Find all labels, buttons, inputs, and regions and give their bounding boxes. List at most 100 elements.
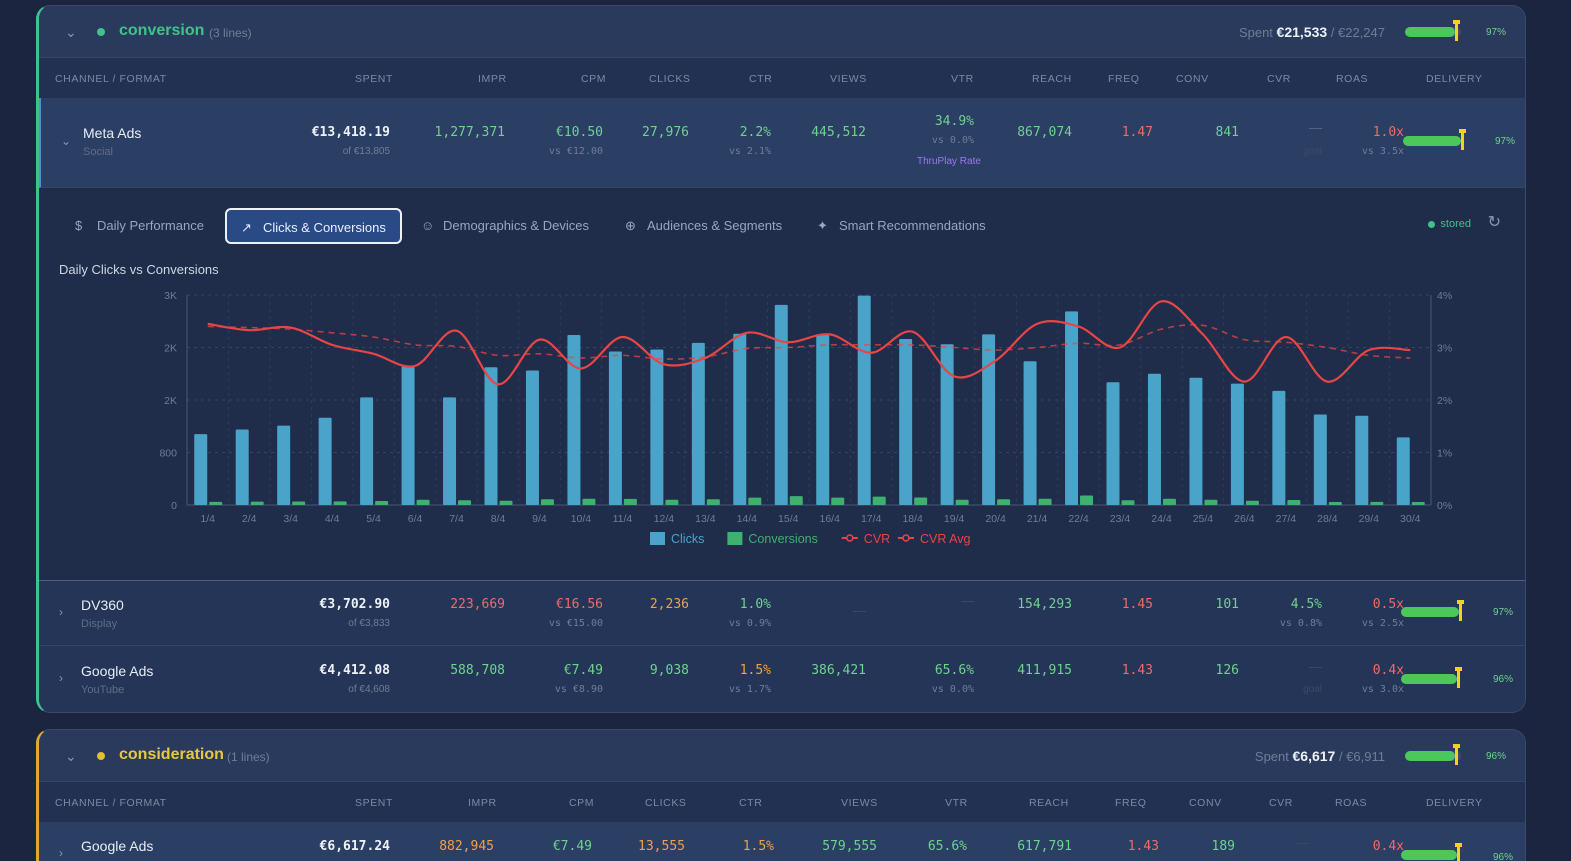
group-line-count: (3 lines) (209, 26, 252, 40)
refresh-icon[interactable]: ↻ (1487, 214, 1501, 231)
col-cvr[interactable]: CVR (1267, 73, 1291, 85)
conversions-bar (499, 500, 513, 505)
col-views[interactable]: VIEWS (841, 797, 878, 809)
y-tick-label: 800 (159, 448, 177, 460)
tab-label: Audiences & Segments (647, 218, 783, 233)
conversions: 841 (1215, 125, 1239, 140)
col-clicks[interactable]: CLICKS (649, 73, 691, 85)
chevron-down-icon[interactable]: ⌄ (61, 134, 72, 148)
col-conv[interactable]: CONV (1189, 797, 1222, 809)
col-conv[interactable]: CONV (1176, 73, 1209, 85)
col-impr[interactable]: IMPR (478, 73, 507, 85)
col-views[interactable]: VIEWS (830, 73, 867, 85)
thruplay-note: ThruPlay Rate (917, 156, 981, 167)
col-vtr[interactable]: VTR (945, 797, 968, 809)
conversions-bar (665, 499, 679, 505)
table-row-meta-ads[interactable]: ⌄ Meta Ads Social €13,418.19 of €13,805 … (39, 98, 1525, 188)
delivery-pct: 97% (1486, 27, 1507, 38)
tab-smart-recommendations[interactable]: ✦ Smart Recommendations (817, 208, 986, 244)
clicks-bar (1230, 383, 1244, 505)
tab-label: Smart Recommendations (839, 218, 986, 233)
conversions-bar (748, 497, 762, 505)
clicks-bar (650, 349, 664, 505)
x-tick-label: 23/4 (1110, 513, 1131, 525)
group-spent: Spent €6,617 / €6,911 (1255, 748, 1385, 764)
table-row-google-ads[interactable]: › Google Ads YouTube €4,412.08 of €4,608… (39, 646, 1525, 712)
clicks-bar (857, 295, 871, 505)
col-impr[interactable]: IMPR (468, 797, 497, 809)
chevron-right-icon[interactable]: › (59, 846, 63, 860)
col-cpm[interactable]: CPM (569, 797, 595, 809)
conversions-bar (416, 499, 430, 505)
clicks-conversions-chart: 0 0% 800 1% 2K 2% 2K 3% 3K 4% 1/4 2/4 3/4 4/4 5/4 6/4 7/… (159, 290, 1452, 546)
conversions-bar (872, 496, 886, 505)
x-tick-label: 5/4 (366, 513, 381, 525)
views: 445,512 (811, 125, 866, 140)
frequency: 1.45 (1121, 597, 1153, 612)
col-reach[interactable]: REACH (1029, 797, 1069, 809)
chevron-down-icon[interactable]: ⌄ (65, 24, 77, 40)
detail-panel: $ Daily Performance ↗ Clicks & Conversions… (39, 188, 1525, 580)
spent: €13,418.19 (311, 125, 390, 140)
y-tick-label: 2K (164, 395, 177, 407)
col-ctr[interactable]: CTR (749, 73, 773, 85)
ctr-target: vs 0.9% (728, 618, 771, 629)
ctr: 1.0% (739, 597, 771, 612)
chevron-right-icon[interactable]: › (59, 605, 63, 619)
x-tick-label: 29/4 (1359, 513, 1380, 525)
y2-tick-label: 1% (1437, 448, 1452, 460)
col-cpm[interactable]: CPM (581, 73, 607, 85)
chevron-right-icon[interactable]: › (59, 671, 63, 685)
col-channel[interactable]: CHANNEL / FORMAT (55, 73, 167, 85)
col-roas[interactable]: ROAS (1336, 73, 1369, 85)
y-tick-label: 2K (164, 343, 177, 355)
group-spent: Spent €21,533 / €22,247 (1239, 24, 1385, 40)
vtr-target: vs 0.0% (931, 684, 974, 695)
table-row-dv360[interactable]: › DV360 Display €3,702.90 of €3,833 223,… (39, 580, 1525, 646)
group-header[interactable]: ⌄ consideration (1 lines) Spent €6,617 /… (39, 730, 1525, 782)
status-dot (97, 28, 105, 36)
ctr-target: vs 1.7% (728, 684, 771, 695)
sparkle-icon: ✦ (817, 218, 828, 233)
spent-value: €6,617 (1292, 748, 1336, 764)
col-vtr[interactable]: VTR (951, 73, 974, 85)
group-header[interactable]: ⌄ conversion (3 lines) Spent €21,533 / €… (39, 6, 1525, 58)
legend-label: Conversions (748, 532, 817, 546)
conversions-bar (914, 497, 928, 505)
roas-target: vs 2.5x (1361, 618, 1404, 629)
clicks-bar (1355, 415, 1369, 505)
target-icon: ⊕ (625, 218, 636, 233)
cvr-goal: goal (1303, 684, 1322, 695)
cvr: — (1309, 120, 1322, 135)
tab-audiences-segments[interactable]: ⊕ Audiences & Segments (625, 208, 783, 244)
col-spent[interactable]: SPENT (355, 797, 394, 809)
conversions-bar (1121, 500, 1135, 505)
clicks-bar (1396, 437, 1410, 505)
col-cvr[interactable]: CVR (1269, 797, 1293, 809)
col-delivery[interactable]: DELIVERY (1426, 73, 1483, 85)
vtr: 65.6% (927, 839, 967, 854)
delivery-pct: 96% (1493, 674, 1514, 685)
col-spent[interactable]: SPENT (355, 73, 394, 85)
col-reach[interactable]: REACH (1032, 73, 1072, 85)
col-clicks[interactable]: CLICKS (645, 797, 687, 809)
col-ctr[interactable]: CTR (739, 797, 763, 809)
chevron-down-icon[interactable]: ⌄ (65, 748, 77, 764)
delivery-bar (1401, 600, 1464, 621)
tab-demographics-devices[interactable]: ☺ Demographics & Devices (421, 208, 589, 244)
cvr-line (207, 300, 1411, 386)
x-tick-label: 1/4 (200, 513, 215, 525)
conversions-bar (458, 500, 472, 505)
spent: €6,617.24 (319, 839, 390, 854)
legend-label: CVR Avg (920, 532, 971, 546)
col-delivery[interactable]: DELIVERY (1426, 797, 1483, 809)
col-freq[interactable]: FREQ (1108, 73, 1140, 85)
table-row-google-ads[interactable]: › Google Ads €6,617.24 882,945 €7.49 13,… (39, 822, 1525, 861)
col-channel[interactable]: CHANNEL / FORMAT (55, 797, 167, 809)
col-freq[interactable]: FREQ (1115, 797, 1147, 809)
tab-clicks-conversions[interactable]: ↗ Clicks & Conversions (225, 208, 402, 244)
cvr: — (1296, 835, 1309, 850)
tab-daily-performance[interactable]: $ Daily Performance (75, 208, 204, 244)
vtr: 34.9% (934, 114, 974, 129)
col-roas[interactable]: ROAS (1335, 797, 1368, 809)
